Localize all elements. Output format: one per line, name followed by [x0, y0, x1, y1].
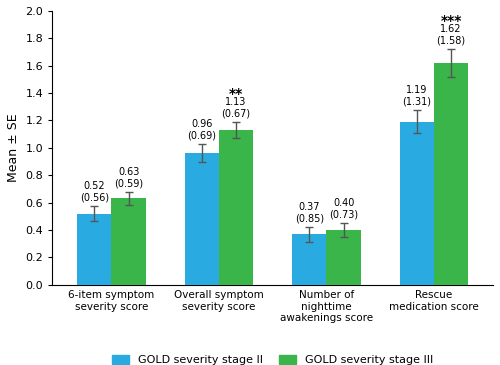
Text: 1.13
(0.67): 1.13 (0.67) — [222, 97, 250, 118]
Bar — [77, 214, 112, 285]
Bar — [219, 130, 254, 285]
Text: 0.37
(0.85): 0.37 (0.85) — [294, 201, 324, 223]
Text: 0.96
(0.69): 0.96 (0.69) — [187, 119, 216, 141]
Legend: GOLD severity stage II, GOLD severity stage III: GOLD severity stage II, GOLD severity st… — [108, 350, 438, 365]
Bar — [400, 122, 434, 285]
Text: 0.52
(0.56): 0.52 (0.56) — [80, 181, 109, 203]
Bar — [326, 230, 361, 285]
Text: **: ** — [229, 87, 243, 101]
Text: ***: *** — [440, 14, 462, 28]
Bar — [112, 199, 146, 285]
Bar — [434, 63, 468, 285]
Bar — [292, 234, 326, 285]
Text: 0.40
(0.73): 0.40 (0.73) — [329, 198, 358, 220]
Text: 1.19
(1.31): 1.19 (1.31) — [402, 85, 431, 107]
Text: 0.63
(0.59): 0.63 (0.59) — [114, 166, 143, 188]
Text: 1.62
(1.58): 1.62 (1.58) — [436, 24, 466, 46]
Bar — [184, 153, 219, 285]
Y-axis label: Mean ± SE: Mean ± SE — [7, 114, 20, 182]
